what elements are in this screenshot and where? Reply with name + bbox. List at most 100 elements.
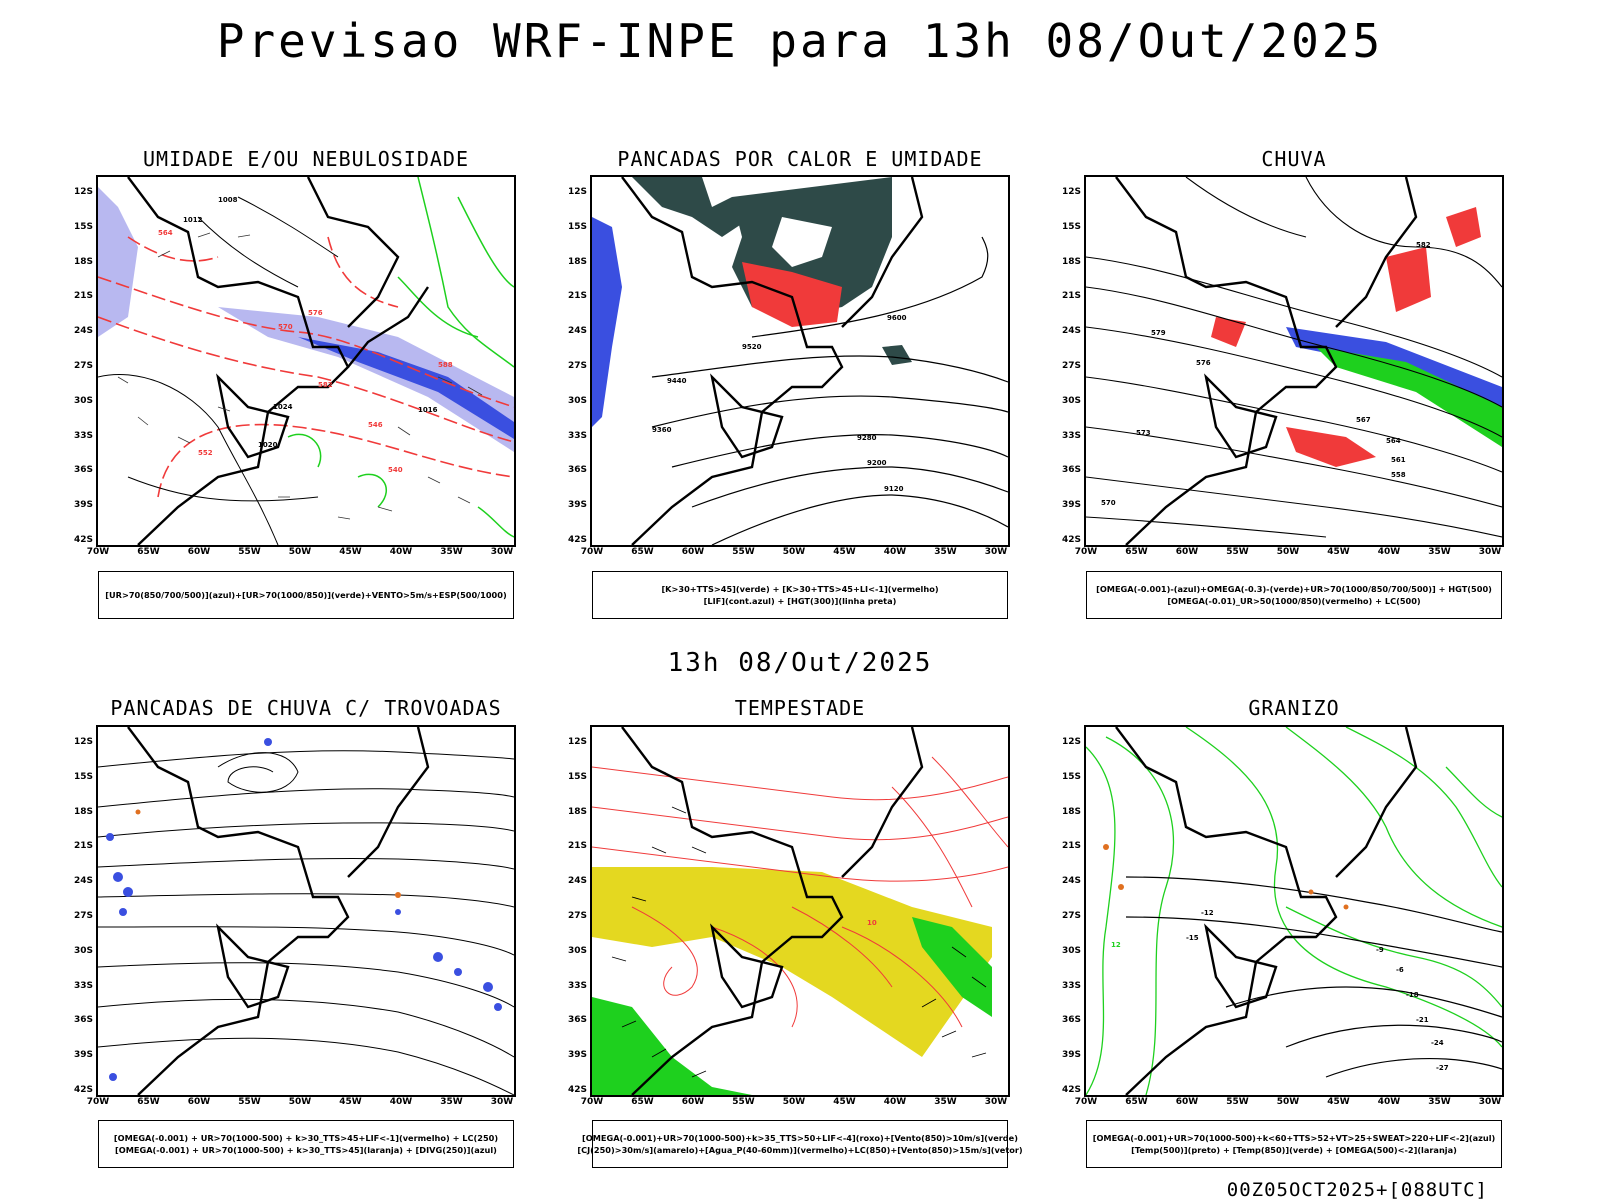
country-borders: [1115, 727, 1418, 1095]
contour-label: 570: [1101, 499, 1116, 507]
contour-label: -15: [1186, 934, 1199, 942]
contour-label: 9280: [857, 434, 877, 442]
longitude-tick-label: 35W: [1428, 1097, 1451, 1107]
footer-run-label: 00Z05OCT2025+[088UTC]: [1226, 1179, 1488, 1201]
latitude-tick-label: 18S: [567, 806, 587, 817]
contour-label: 567: [1356, 416, 1371, 424]
contour-label: 573: [1136, 429, 1151, 437]
contour-label: -24: [1431, 1039, 1444, 1047]
latitude-tick-label: 12S: [567, 187, 587, 197]
longitude-tick-label: 60W: [1175, 547, 1199, 557]
latitude-tick-label: 39S: [73, 1050, 93, 1061]
latitude-tick-label: 21S: [567, 841, 587, 852]
latitude-tick-label: 36S: [567, 465, 587, 476]
contour-label: 564: [158, 229, 173, 237]
latitude-tick-label: 27S: [73, 361, 93, 371]
latitude-tick-label: 30S: [73, 395, 93, 406]
longitude-tick-label: 60W: [681, 547, 705, 557]
latitude-tick-label: 39S: [567, 1050, 587, 1061]
latitude-tick-label: 18S: [1061, 806, 1081, 817]
panel-2-map: 9600 9520 9440 9360 9280 9200 9120: [590, 175, 1010, 547]
panel-2-title: PANCADAS POR CALOR E UMIDADE: [617, 147, 983, 171]
contour-label: 10: [867, 919, 877, 927]
hgt500-contours: [1086, 177, 1502, 538]
contour-label: 1012: [183, 216, 203, 224]
red-area: [742, 262, 842, 327]
middle-title: 13h 08/Out/2025: [667, 648, 933, 678]
longitude-tick-label: 50W: [1276, 1097, 1300, 1107]
longitude-tick-label: 30W: [984, 1097, 1008, 1107]
latitude-tick-label: 24S: [567, 876, 587, 887]
contour-label: 558: [1391, 471, 1406, 479]
longitude-tick-label: 60W: [1175, 1097, 1199, 1107]
legend-line: [Temp(500)](preto) + [Temp(850)](verde) …: [1131, 1145, 1457, 1155]
latitude-tick-label: 39S: [1061, 1050, 1081, 1061]
latitude-tick-label: 18S: [73, 256, 93, 267]
latitude-tick-label: 12S: [73, 737, 93, 747]
contour-label: 1016: [418, 406, 438, 414]
longitude-tick-label: 45W: [339, 1097, 362, 1107]
longitude-tick-label: 50W: [782, 1097, 806, 1107]
orange-omega: [1103, 844, 1349, 910]
dark-teal-area: [632, 177, 752, 237]
latitude-tick-label: 27S: [73, 911, 93, 921]
latitude-tick-label: 12S: [1061, 187, 1081, 197]
red-dashed-contours: [98, 236, 514, 498]
legend-line: [LIF](cont.azul) + [HGT(300)](linha pret…: [703, 596, 897, 606]
red-area: [1386, 247, 1431, 312]
latitude-tick-label: 15S: [1061, 771, 1081, 782]
longitude-tick-label: 40W: [883, 1097, 907, 1107]
panel-6-map: -12 -15 -18 -21 -24 -27 -9 -6 12: [1084, 725, 1504, 1097]
latitude-tick-label: 24S: [1061, 326, 1081, 337]
longitude-tick-label: 65W: [631, 547, 654, 557]
latitude-tick-label: 42S: [567, 535, 587, 545]
panel-4-map: [96, 725, 516, 1097]
contour-label: -9: [1376, 946, 1384, 954]
longitude-tick-label: 40W: [389, 547, 413, 557]
latitude-tick-label: 27S: [567, 361, 587, 371]
latitude-tick-label: 42S: [73, 1085, 93, 1095]
legend-line: [OMEGA(-0.001) + UR>70(1000-500) + k>30_…: [115, 1145, 497, 1155]
panel-3-map: 582 579 576 573 570 567 564 561 558: [1084, 175, 1504, 547]
latitude-tick-label: 21S: [73, 291, 93, 302]
panel-4-svg: [98, 727, 514, 1095]
latitude-tick-label: 21S: [73, 841, 93, 852]
panel-5-svg: 10: [592, 727, 1008, 1095]
latitude-tick-label: 33S: [73, 430, 93, 441]
contour-label: -12: [1201, 909, 1214, 917]
panel-6-legend: [OMEGA(-0.001)+UR>70(1000-500)+k<60+TTS>…: [1086, 1120, 1502, 1168]
longitude-tick-label: 30W: [1478, 1097, 1502, 1107]
longitude-tick-label: 70W: [580, 547, 604, 557]
latitude-tick-label: 42S: [1061, 535, 1081, 545]
contour-label: 546: [368, 421, 383, 429]
latitude-tick-label: 21S: [1061, 841, 1081, 852]
red-streamlines: [592, 756, 1008, 1028]
longitude-tick-label: 65W: [137, 547, 160, 557]
latitude-tick-label: 36S: [1061, 465, 1081, 476]
longitude-tick-label: 55W: [1226, 1097, 1249, 1107]
panel-1-contour-labels: 1008 1020 1024 1012 1016 570 576 582 552…: [158, 196, 453, 474]
latitude-tick-label: 33S: [567, 430, 587, 441]
longitude-tick-label: 35W: [1428, 547, 1451, 557]
latitude-tick-label: 36S: [1061, 1015, 1081, 1026]
longitude-tick-label: 60W: [681, 1097, 705, 1107]
latitude-tick-label: 18S: [73, 806, 93, 817]
panel-3-title: CHUVA: [1261, 147, 1327, 171]
longitude-tick-label: 55W: [238, 1097, 261, 1107]
green-wind-area: [912, 917, 992, 1017]
legend-line: [OMEGA(-0.001)+UR>70(1000-500)+k<60+TTS>…: [1092, 1133, 1496, 1143]
contour-label: 588: [438, 361, 453, 369]
contour-label: -27: [1436, 1064, 1449, 1072]
longitude-tick-label: 35W: [440, 1097, 463, 1107]
longitude-tick-label: 40W: [883, 547, 907, 557]
latitude-tick-label: 39S: [1061, 500, 1081, 511]
red-area: [1286, 427, 1376, 467]
longitude-tick-label: 65W: [1125, 1097, 1148, 1107]
red-area: [1211, 317, 1246, 347]
panel-1-title: UMIDADE E/OU NEBULOSIDADE: [142, 147, 470, 171]
panel-3-legend: [OMEGA(-0.001)-(azul)+OMEGA(-0.3)-(verde…: [1086, 571, 1502, 619]
main-title: Previsao WRF-INPE para 13h 08/Out/2025: [216, 14, 1384, 68]
latitude-tick-label: 24S: [567, 326, 587, 337]
panel-5-map: 10: [590, 725, 1010, 1097]
longitude-tick-label: 70W: [580, 1097, 604, 1107]
